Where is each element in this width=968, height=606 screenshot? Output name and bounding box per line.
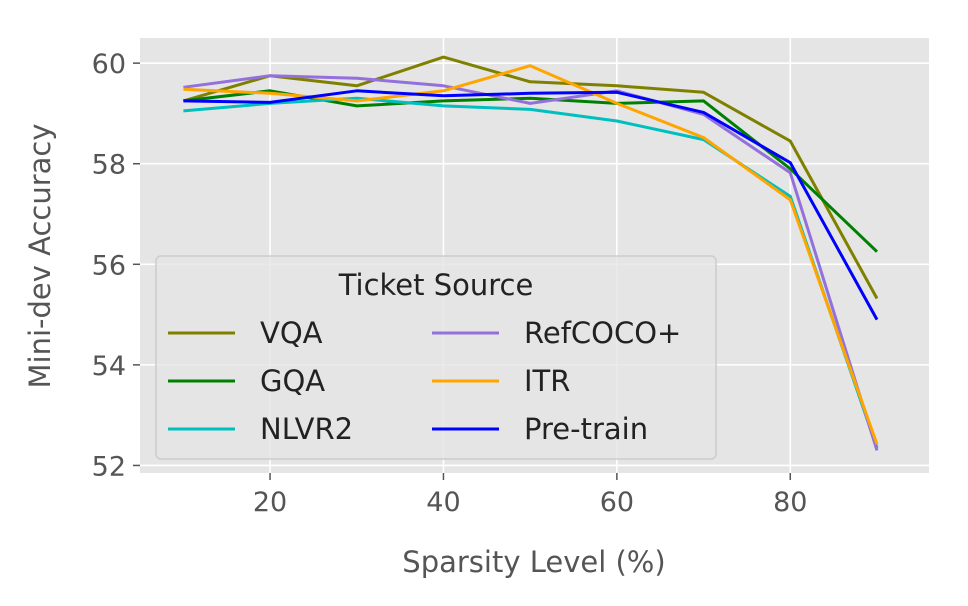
series-line-vqa xyxy=(182,55,879,300)
legend-label-itr: ITR xyxy=(524,364,570,398)
x-tick-label: 80 xyxy=(773,487,807,518)
legend-title: Ticket Source xyxy=(338,268,534,302)
legend-box xyxy=(155,255,717,460)
legend-label-pre-train: Pre-train xyxy=(524,412,648,446)
legend-label-nlvr2: NLVR2 xyxy=(260,412,353,446)
series-lines xyxy=(182,55,879,451)
y-tick-label: 54 xyxy=(92,351,126,382)
x-tick-label: 60 xyxy=(600,487,634,518)
series-line-itr xyxy=(183,64,879,445)
y-tick-label: 56 xyxy=(92,250,126,281)
x-tick-label: 40 xyxy=(426,487,460,518)
legend-label-gqa: GQA xyxy=(260,364,325,398)
x-tick-label: 20 xyxy=(253,487,287,518)
y-tick-label: 60 xyxy=(92,49,126,80)
legend-label-refcoco: RefCOCO+ xyxy=(524,316,681,350)
axes: 20 40 60 80 52 54 56 58 60 xyxy=(92,49,808,518)
legend: Ticket Source VQA GQA NLVR2 RefCOCO+ ITR Pre-… xyxy=(155,255,717,460)
series-line-pre-train xyxy=(183,89,879,321)
series-line-refcoco xyxy=(183,74,879,451)
y-axis-label: Mini-dev Accuracy xyxy=(23,123,57,388)
y-tick-label: 52 xyxy=(92,451,126,482)
legend-label-vqa: VQA xyxy=(260,316,323,350)
x-axis-label: Sparsity Level (%) xyxy=(402,545,665,579)
y-tick-label: 58 xyxy=(92,150,126,181)
